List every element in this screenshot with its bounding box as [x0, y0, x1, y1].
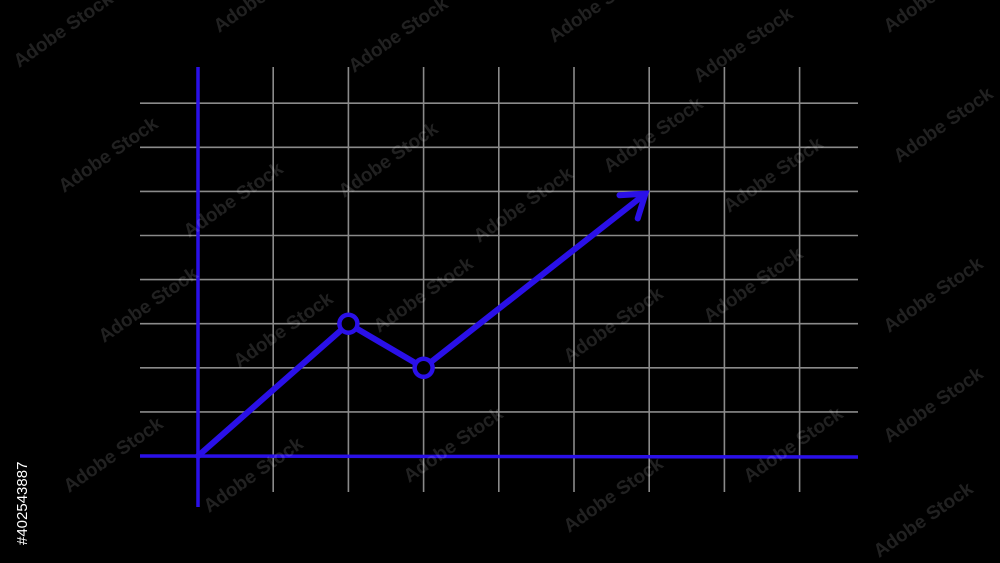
arrowhead-mark: [616, 190, 650, 222]
grid-lines: [140, 67, 858, 492]
stock-id-label: #402543887: [14, 461, 31, 545]
data-point-marker: [412, 356, 435, 380]
series-line: [195, 193, 646, 459]
chart-axes: [139, 67, 859, 507]
series-group: [195, 190, 650, 459]
x-axis-line: [139, 454, 859, 459]
data-point-marker: [337, 312, 360, 335]
